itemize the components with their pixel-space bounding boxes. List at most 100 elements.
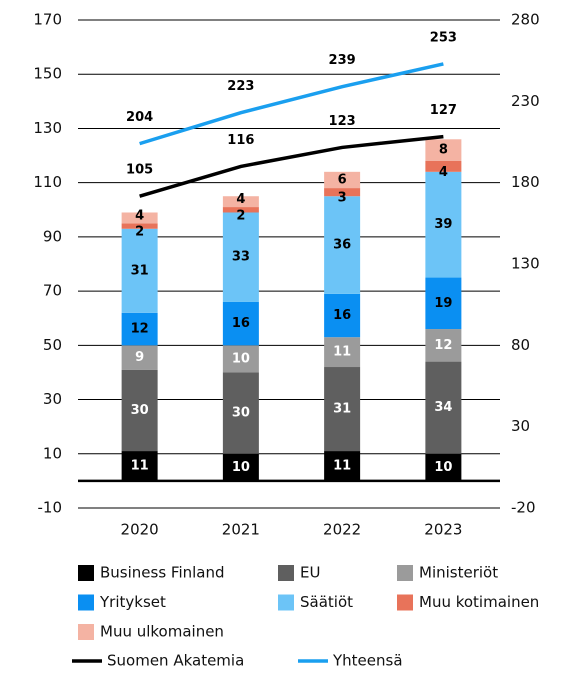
y-tick-label: 170 [33,11,62,29]
bar-segment [222,196,259,208]
x-tick-label: 2022 [323,521,361,539]
value-label: 30 [131,403,149,418]
legend-label: Ministeriöt [419,564,498,582]
line [139,134,444,198]
y-tick-label: -10 [38,499,63,517]
value-label: 11 [131,458,149,473]
bar-segment [222,212,259,302]
bar-segment [425,361,462,454]
value-label: 36 [333,238,351,253]
bar-segment [222,301,259,346]
y2-tick-label: -20 [511,499,536,517]
legend-swatch [397,565,413,581]
line-label: 105 [126,163,153,178]
bar-segment [121,312,158,346]
value-label: 4 [135,208,144,223]
value-label: 33 [232,250,250,265]
y2-tick-label: 30 [511,417,530,435]
y-tick-label: 130 [33,119,62,137]
bar-segment [324,188,361,197]
legend-swatch [278,565,294,581]
legend-swatch [78,624,94,640]
value-label: 16 [232,316,250,331]
bar-segment [425,171,462,278]
bar-segment [425,453,462,481]
line-label: 253 [430,30,457,45]
value-label: 2 [135,225,144,240]
bar-segment [121,212,158,224]
value-label: 4 [439,165,448,180]
x-tick-label: 2021 [222,521,260,539]
bar-segment [425,139,462,161]
y-tick-label: 70 [43,282,62,300]
y-tick-label: 50 [43,336,62,354]
line-label: 204 [126,110,153,125]
y2-tick-label: 280 [511,11,540,29]
y2-tick-label: 180 [511,173,540,191]
value-label: 3 [338,191,347,206]
bar-segment [324,293,361,338]
y-tick-label: 10 [43,444,62,462]
value-label: 10 [232,351,250,366]
bar-segment [222,372,259,454]
bar-segment [324,367,361,452]
value-label: 11 [333,345,351,360]
value-label: 6 [338,172,347,187]
line-label: 123 [329,114,356,129]
line [139,62,444,146]
value-label: 39 [434,217,452,232]
line-label: 239 [329,53,356,68]
value-label: 2 [236,208,245,223]
value-label: 12 [131,322,149,337]
bar-segment [222,453,259,481]
value-label: 10 [232,460,250,475]
legend-swatch [78,565,94,581]
legend-swatch [78,594,94,611]
y-tick-label: 90 [43,227,62,245]
legend-swatch [397,594,413,611]
value-label: 10 [434,460,452,475]
legend-label: EU [300,564,320,582]
bar-segment [121,369,158,452]
bar-segment [121,223,158,229]
bar-segment [222,207,259,213]
legend-label: Business Finland [100,564,225,582]
value-label: 16 [333,308,351,323]
y-tick-label: 150 [33,65,62,83]
bar-segment [324,196,361,294]
value-label: 34 [434,400,452,415]
legend-label: Yhteensä [332,652,403,670]
bar-segment [324,337,361,368]
legend-label: Yritykset [99,593,166,611]
bar-segment [324,451,361,481]
bar-segment [324,171,361,189]
y2-tick-label: 230 [511,92,540,110]
y-tick-label: 110 [33,173,62,191]
y2-tick-label: 130 [511,255,540,273]
value-label: 11 [333,458,351,473]
legend-label: Muu ulkomainen [100,623,224,641]
bar-segment [121,228,158,313]
value-label: 30 [232,406,250,421]
value-label: 9 [135,350,144,365]
bar-segment [425,277,462,330]
value-label: 8 [439,143,448,158]
line-label: 223 [227,79,254,94]
bar-segment [425,160,462,172]
y2-tick-label: 80 [511,336,530,354]
value-label: 19 [434,296,452,311]
bar-segment [425,329,462,362]
value-label: 12 [434,338,452,353]
value-label: 4 [236,192,245,207]
legend-label: Säätiöt [300,593,353,611]
bar-segment [222,345,259,373]
legend-label: Suomen Akatemia [107,652,244,670]
x-tick-label: 2023 [424,521,462,539]
value-label: 31 [333,402,351,417]
legend-swatch [278,594,294,611]
legend-label: Muu kotimainen [419,593,539,611]
y-tick-label: 30 [43,390,62,408]
bar-segment [121,451,158,481]
bar-segment [121,345,158,370]
